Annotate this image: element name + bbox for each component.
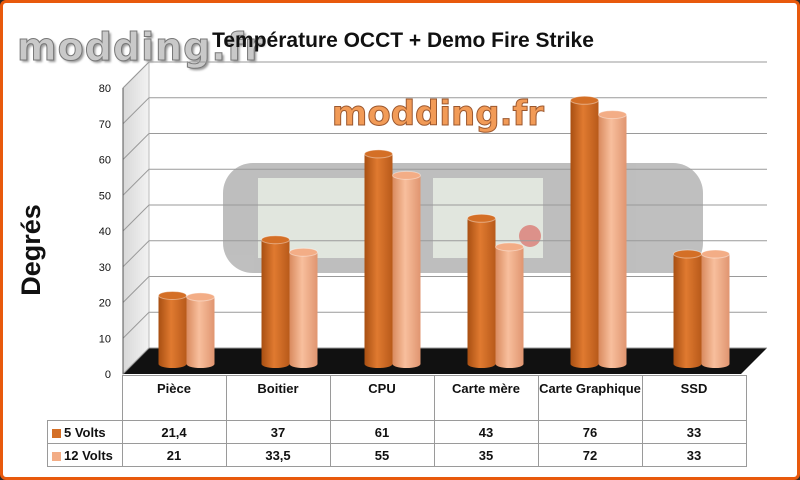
bar-5v (673, 249, 702, 368)
data-label: 33,5 (225, 443, 331, 467)
data-label: 35 (433, 443, 539, 467)
legend-label: 5 Volts (64, 424, 106, 440)
y-tick-label: 40 (99, 226, 111, 238)
bars (158, 95, 730, 368)
table-row: 12 Volts 21 33,5 55 35 72 33 (47, 443, 747, 467)
bar-5v (364, 149, 393, 368)
grid-line (122, 311, 767, 339)
grid-line (122, 97, 767, 125)
grid-line (122, 133, 767, 160)
data-label: 33 (641, 443, 747, 467)
bar-5v (570, 95, 599, 368)
data-label: 43 (433, 420, 539, 444)
grid-line (122, 240, 767, 268)
legend-entry: 5 Volts (47, 420, 123, 444)
y-tick-label: 0 (105, 369, 111, 381)
bar-5v (158, 290, 187, 368)
grid-line (122, 276, 767, 303)
category-label: Boitier (225, 375, 331, 421)
bar-12v (598, 110, 627, 368)
category-label: CPU (329, 375, 435, 421)
legend-swatch (52, 451, 61, 461)
grid-line (122, 347, 767, 375)
table-corner (48, 376, 123, 421)
y-tick-label: 70 (99, 119, 111, 131)
bar-12v (186, 292, 215, 368)
watermark-center-text: modding.fr (332, 94, 544, 134)
chart-plot: modding.fr 0 10 20 30 40 50 60 70 80 (99, 60, 767, 381)
legend-entry: 12 Volts (47, 443, 123, 467)
bar-12v (392, 170, 421, 368)
grid-line (122, 168, 767, 196)
data-table: Pièce Boitier CPU Carte mère Carte Graphique… (47, 375, 747, 467)
data-label: 61 (329, 420, 435, 444)
bar-5v (261, 235, 290, 368)
data-label: 76 (537, 420, 643, 444)
bar-12v (701, 249, 730, 368)
category-label: SSD (641, 375, 747, 421)
grid-line (122, 61, 767, 89)
chart-title: Température OCCT + Demo Fire Strike (212, 29, 594, 52)
data-label: 33 (641, 420, 747, 444)
bar-5v (467, 213, 496, 368)
y-axis: 0 10 20 30 40 50 60 70 80 (99, 83, 124, 381)
table-row: 5 Volts 21,4 37 61 43 76 33 (47, 420, 747, 444)
watermark-center: modding.fr (331, 94, 544, 135)
data-label: 21 (121, 443, 227, 467)
data-label: 55 (329, 443, 435, 467)
bar-12v (289, 247, 318, 368)
category-label: Carte Graphique (537, 375, 643, 421)
y-tick-label: 30 (99, 262, 111, 274)
y-tick-label: 60 (99, 155, 111, 167)
bar-12v (495, 242, 524, 368)
data-label: 37 (225, 420, 331, 444)
grid-line (122, 204, 767, 232)
data-label: 72 (537, 443, 643, 467)
y-tick-label: 50 (99, 190, 111, 202)
data-label: 21,4 (121, 420, 227, 444)
y-tick-label: 80 (99, 83, 111, 95)
y-tick-label: 10 (99, 333, 111, 345)
category-label: Carte mère (433, 375, 539, 421)
legend-swatch (52, 428, 61, 438)
floor (123, 348, 767, 374)
y-tick-label: 20 (99, 298, 111, 310)
legend-label: 12 Volts (64, 447, 113, 463)
table-header-row: Pièce Boitier CPU Carte mère Carte Graphique… (48, 375, 747, 421)
category-label: Pièce (121, 375, 227, 421)
